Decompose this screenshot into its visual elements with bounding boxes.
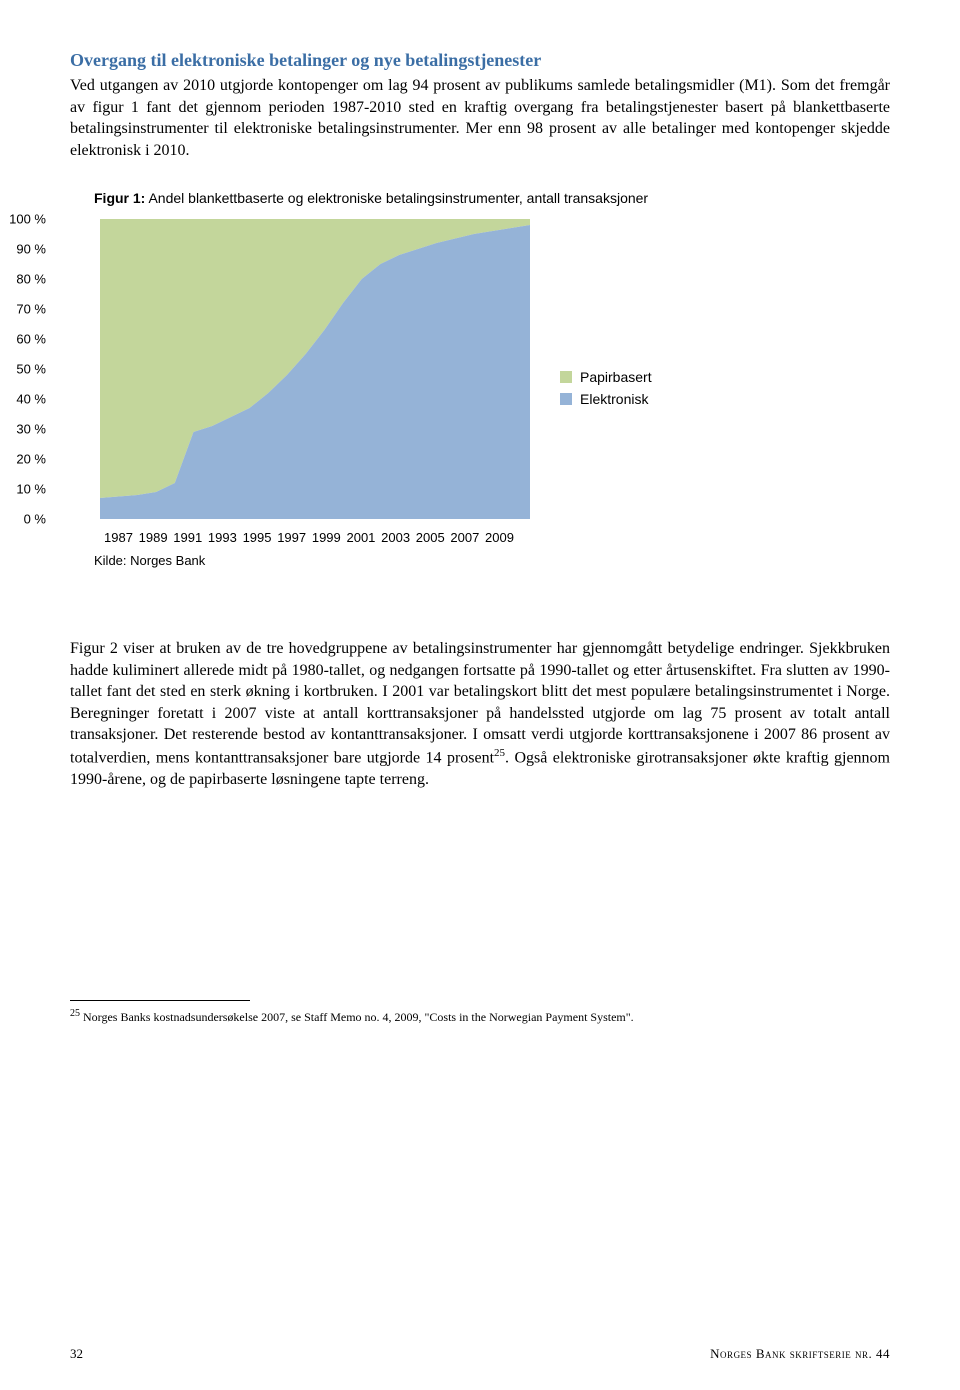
figure-1: Figur 1: Andel blankettbaserte og elektr… [94,189,694,568]
x-tick-label: 2003 [381,530,410,545]
y-tick-label: 50 % [16,361,46,376]
x-tick-label: 2001 [346,530,375,545]
y-tick-label: 70 % [16,301,46,316]
legend-swatch-paper [560,371,572,383]
paragraph-1: Ved utgangen av 2010 utgjorde kontopenge… [70,75,890,161]
x-tick-label: 1993 [208,530,237,545]
y-tick-label: 100 % [9,211,46,226]
x-tick-label: 2009 [485,530,514,545]
x-tick-label: 1989 [139,530,168,545]
legend-swatch-elec [560,393,572,405]
footnote-text: Norges Banks kostnadsundersøkelse 2007, … [80,1010,634,1024]
x-tick-label: 1991 [173,530,202,545]
stacked-area-chart [100,219,530,519]
page-number: 32 [70,1346,83,1362]
figure-caption-text: Andel blankettbaserte og elektroniske be… [145,190,648,206]
chart-area: 0 %10 %20 %30 %40 %50 %60 %70 %80 %90 %1… [94,219,530,568]
legend-label-elec: Elektronisk [580,391,648,407]
chart-source: Kilde: Norges Bank [94,553,530,568]
figure-1-caption: Figur 1: Andel blankettbaserte og elektr… [94,189,694,209]
legend-label-paper: Papirbasert [580,369,652,385]
chart-plot [100,219,530,524]
chart-wrap: 0 %10 %20 %30 %40 %50 %60 %70 %80 %90 %1… [94,219,694,568]
section-heading: Overgang til elektroniske betalinger og … [70,50,890,71]
x-tick-label: 1987 [104,530,133,545]
x-tick-label: 1999 [312,530,341,545]
figure-caption-label: Figur 1: [94,190,145,206]
legend-item-elektronisk: Elektronisk [560,391,652,407]
y-tick-label: 40 % [16,391,46,406]
y-tick-label: 80 % [16,271,46,286]
publication-name: Norges Bank skriftserie nr. 44 [710,1346,890,1362]
paragraph-2: Figur 2 viser at bruken av de tre hovedg… [70,638,890,790]
y-tick-label: 0 % [24,511,46,526]
footnote-number: 25 [70,1008,80,1019]
page-footer: 32 Norges Bank skriftserie nr. 44 [70,1346,890,1362]
x-tick-label: 2005 [416,530,445,545]
footnote-separator [70,1000,250,1001]
x-tick-label: 1995 [243,530,272,545]
y-tick-label: 30 % [16,421,46,436]
x-tick-label: 2007 [450,530,479,545]
para2-pre: Figur 2 viser at bruken av de tre hovedg… [70,640,890,766]
x-axis: 1987 1989 1991 1993 1995 1997 1999 2001 2003 2005… [104,530,514,545]
y-tick-label: 60 % [16,331,46,346]
footnote-ref-25: 25 [494,747,505,759]
chart-legend: Papirbasert Elektronisk [560,369,652,413]
y-tick-label: 90 % [16,241,46,256]
x-tick-label: 1997 [277,530,306,545]
y-tick-label: 20 % [16,451,46,466]
footnote-25: 25 Norges Banks kostnadsundersøkelse 200… [70,1007,890,1026]
y-tick-label: 10 % [16,481,46,496]
legend-item-papirbasert: Papirbasert [560,369,652,385]
